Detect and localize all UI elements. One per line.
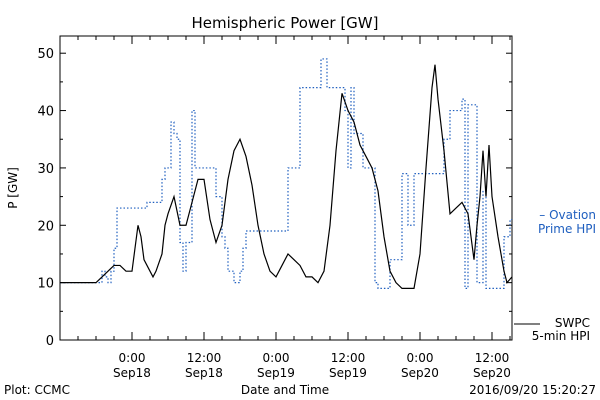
x-tick-label: 0:00 bbox=[407, 351, 434, 365]
x-tick-date-label: Sep19 bbox=[329, 366, 367, 380]
ovation-legend: – Ovation Prime HPI bbox=[538, 208, 596, 236]
chart-title: Hemispheric Power [GW] bbox=[192, 14, 379, 32]
x-tick-date-label: Sep20 bbox=[473, 366, 511, 380]
ovation-legend-line1: – Ovation bbox=[539, 208, 596, 222]
x-tick-label: 12:00 bbox=[331, 351, 366, 365]
swpc-legend: SWPC 5-min HPI bbox=[514, 316, 590, 343]
y-tick-label: 30 bbox=[37, 162, 54, 177]
swpc-legend-line1: SWPC bbox=[555, 316, 590, 330]
ovation-prime-hpi-line bbox=[60, 58, 512, 289]
x-tick-label: 0:00 bbox=[263, 351, 290, 365]
plot-frame bbox=[59, 35, 513, 341]
x-tick-label: 12:00 bbox=[187, 351, 222, 365]
swpc-hpi-line bbox=[60, 64, 513, 289]
x-tick-date-label: Sep20 bbox=[401, 366, 439, 380]
x-tick-label: 12:00 bbox=[475, 351, 510, 365]
y-tick-label: 40 bbox=[37, 105, 54, 120]
plot-credit: Plot: CCMC bbox=[4, 383, 70, 397]
ovation-legend-line2: Prime HPI bbox=[538, 222, 596, 236]
y-tick-label: 50 bbox=[37, 47, 54, 62]
y-tick-label: 10 bbox=[37, 277, 54, 292]
x-axis-label: Date and Time bbox=[241, 383, 329, 397]
y-tick-label: 0 bbox=[46, 334, 54, 349]
swpc-legend-line2: 5-min HPI bbox=[532, 329, 590, 343]
x-tick-date-label: Sep18 bbox=[185, 366, 223, 380]
x-tick-label: 0:00 bbox=[119, 351, 146, 365]
x-tick-date-label: Sep19 bbox=[257, 366, 295, 380]
timestamp: 2016/09/20 15:20:27 bbox=[469, 383, 596, 397]
y-axis-label: P [GW] bbox=[6, 167, 20, 209]
y-tick-label: 20 bbox=[37, 219, 54, 234]
x-tick-date-label: Sep18 bbox=[113, 366, 151, 380]
